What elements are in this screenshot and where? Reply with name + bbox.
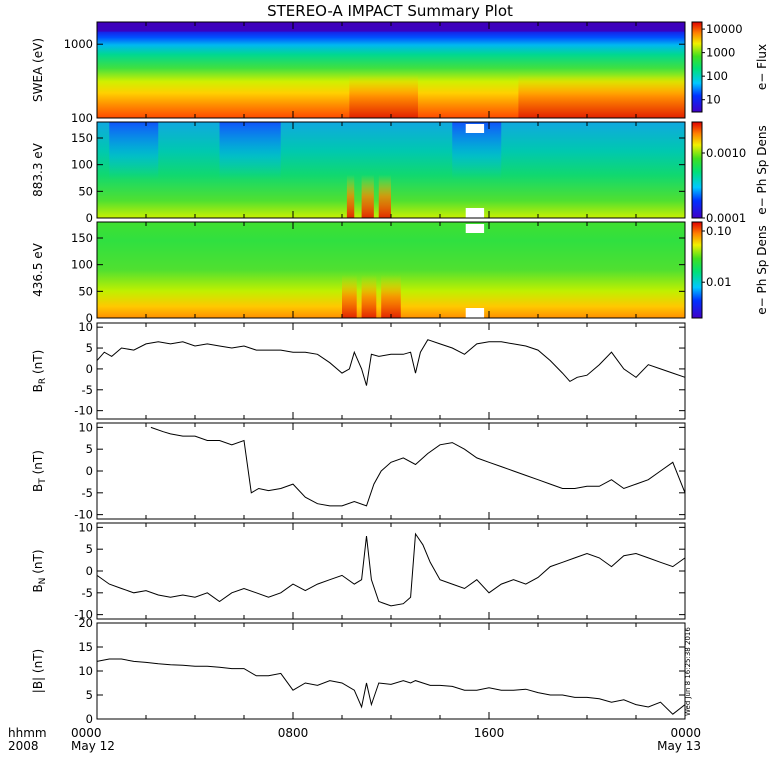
y-tick-label: 5 bbox=[86, 341, 93, 355]
y-tick-label: -10 bbox=[74, 404, 93, 418]
y-tick-label: 1000 bbox=[64, 37, 93, 51]
x-tick-time-label: 0000 bbox=[71, 726, 102, 740]
data-gap bbox=[465, 124, 485, 133]
pitch-angle-enhancement bbox=[361, 274, 377, 318]
y-axis-label: BR (nT) bbox=[31, 350, 48, 393]
panel-frame bbox=[96, 322, 686, 420]
x-tick-date-label: May 13 bbox=[657, 739, 701, 753]
pitch-angle-enhancement bbox=[342, 274, 357, 318]
pitch-angle-enhancement bbox=[381, 274, 401, 318]
data-gap bbox=[465, 308, 485, 318]
pad-436-panel: 0.01 0.10 e− Ph Sp Dens 0 50 100 150 436.5 eV bbox=[31, 221, 769, 325]
y-tick-label: 5 bbox=[86, 542, 93, 556]
colorbar-tick-label: 100 bbox=[706, 69, 728, 83]
pitch-angle-enhancement bbox=[346, 174, 355, 218]
timestamp: Wed Jun 8 16:25:38 2016 bbox=[684, 627, 692, 716]
y-axis-label: |B| (nT) bbox=[31, 649, 45, 693]
y-tick-label: 5 bbox=[86, 688, 93, 702]
y-tick-label: -5 bbox=[82, 586, 93, 600]
y-tick-label: 0 bbox=[86, 311, 93, 325]
colorbar-label: e− Ph Sp Dens bbox=[755, 225, 769, 314]
y-axis-label: 436.5 eV bbox=[31, 242, 45, 297]
y-tick-label: 100 bbox=[71, 111, 93, 125]
flux-enhancement-band bbox=[518, 74, 685, 118]
series-line bbox=[150, 426, 686, 507]
data-gap bbox=[465, 224, 485, 233]
colorbar bbox=[691, 221, 703, 319]
bn-panel: -10 -5 0 5 10 BN (nT) bbox=[31, 520, 686, 622]
colorbar-tick-label: 10000 bbox=[706, 22, 743, 36]
colorbar-tick-label: 0.10 bbox=[706, 224, 732, 238]
low-density-region bbox=[109, 122, 159, 180]
y-tick-label: -5 bbox=[82, 383, 93, 397]
x-tick-time-label: 0000 bbox=[670, 726, 701, 740]
y-tick-label: 0 bbox=[86, 211, 93, 225]
plot-title: STEREO-A IMPACT Summary Plot bbox=[267, 2, 513, 20]
y-tick-label: 10 bbox=[78, 520, 93, 534]
y-tick-label: 0 bbox=[86, 464, 93, 478]
series-line bbox=[96, 532, 686, 607]
high-energy-band bbox=[97, 22, 685, 32]
pad-883-panel: 0.0001 0.0010 e− Ph Sp Dens 0 50 100 150 883.3 … bbox=[31, 121, 769, 225]
series-line bbox=[96, 658, 686, 715]
y-tick-label: 10 bbox=[78, 320, 93, 334]
x-tick-time-label: 0800 bbox=[278, 726, 309, 740]
panel-frame bbox=[96, 622, 686, 720]
x-tick-time-label: 1600 bbox=[474, 726, 505, 740]
y-tick-label: 100 bbox=[71, 158, 93, 172]
pitch-angle-enhancement bbox=[378, 174, 391, 218]
flux-enhancement-band bbox=[349, 74, 418, 118]
y-tick-label: 150 bbox=[71, 231, 93, 245]
bmag-panel: 0 5 10 15 20 |B| (nT) bbox=[31, 616, 686, 726]
colorbar bbox=[691, 121, 703, 219]
y-tick-label: 10 bbox=[78, 420, 93, 434]
colorbar-tick-label: 10 bbox=[706, 93, 721, 107]
colorbar-tick-label: 0.0001 bbox=[706, 211, 746, 225]
series-line bbox=[96, 339, 686, 386]
y-tick-label: 50 bbox=[78, 184, 93, 198]
colorbar-label: e− Flux bbox=[755, 44, 769, 90]
colorbar-tick-label: 1000 bbox=[706, 46, 735, 60]
y-tick-label: 150 bbox=[71, 131, 93, 145]
low-density-region bbox=[219, 122, 281, 180]
y-tick-label: 0 bbox=[86, 362, 93, 376]
bt-panel: -10 -5 0 5 10 BT (nT) bbox=[31, 420, 686, 522]
x-tick-date-label: May 12 bbox=[71, 739, 115, 753]
year-label: 2008 bbox=[8, 739, 39, 753]
colorbar-tick-label: 0.01 bbox=[706, 275, 732, 289]
y-tick-label: 0 bbox=[86, 564, 93, 578]
y-tick-label: 5 bbox=[86, 442, 93, 456]
colorbar bbox=[691, 21, 703, 113]
colorbar-label: e− Ph Sp Dens bbox=[755, 125, 769, 214]
panel-frame bbox=[96, 522, 686, 620]
y-tick-label: -10 bbox=[74, 508, 93, 522]
br-panel: -10 -5 0 5 10 BR (nT) bbox=[31, 320, 686, 420]
y-axis-label: BT (nT) bbox=[31, 450, 48, 492]
panel-frame bbox=[96, 422, 686, 520]
pitch-angle-enhancement bbox=[361, 174, 374, 218]
y-tick-label: -5 bbox=[82, 486, 93, 500]
y-tick-label: -10 bbox=[74, 608, 93, 622]
y-tick-label: 50 bbox=[78, 284, 93, 298]
y-tick-label: 15 bbox=[78, 640, 93, 654]
colorbar-tick-label: 0.0010 bbox=[706, 146, 746, 160]
hhmm-label: hhmm bbox=[8, 726, 47, 740]
y-axis-label: BN (nT) bbox=[31, 549, 48, 592]
y-axis-label: SWEA (eV) bbox=[31, 38, 45, 102]
y-tick-label: 10 bbox=[78, 664, 93, 678]
y-tick-label: 20 bbox=[78, 616, 93, 630]
y-tick-label: 100 bbox=[71, 258, 93, 272]
swea-spectrogram-panel: 10 100 1000 10000 e− Flux 100 1000 SWEA (eV) bbox=[31, 21, 769, 125]
y-tick-label: 0 bbox=[86, 712, 93, 726]
y-axis-label: 883.3 eV bbox=[31, 142, 45, 197]
data-gap bbox=[465, 208, 485, 218]
